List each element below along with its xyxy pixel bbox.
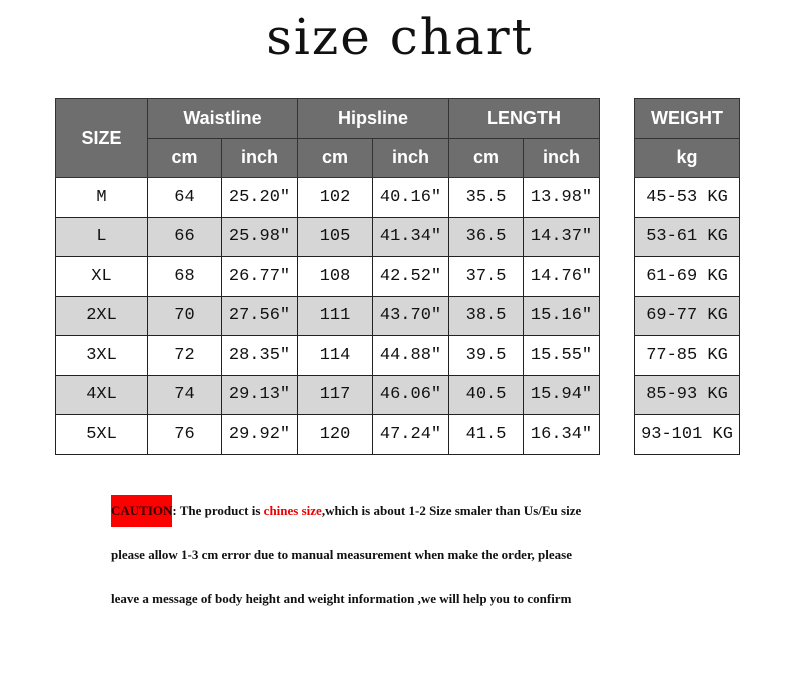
table-row: 53-61 KG	[634, 216, 740, 257]
value-cell: 43.70″	[372, 295, 450, 336]
header-cm: cm	[147, 137, 222, 178]
value-cell: 15.55″	[523, 335, 601, 376]
value-cell: 35.5	[448, 177, 525, 218]
header-weight: WEIGHT	[634, 98, 740, 139]
size-cell: XL	[55, 256, 148, 297]
value-cell: 72	[147, 335, 222, 376]
value-cell: 39.5	[448, 335, 525, 376]
page-title: size chart	[266, 8, 534, 66]
caution-line-1: CAUTION: The product is chines size,whic…	[111, 492, 701, 536]
value-cell: 105	[297, 216, 374, 257]
value-cell: 25.20″	[220, 177, 299, 218]
weight-cell: 53-61 KG	[634, 216, 740, 257]
caution-badge: CAUTION	[111, 495, 173, 527]
header-cm: cm	[297, 137, 374, 178]
table-row: 4XL 74 29.13″ 117 46.06″ 40.5 15.94″	[55, 374, 601, 415]
table-row: 5XL 76 29.92″ 120 47.24″ 41.5 16.34″	[55, 414, 601, 455]
table-row: 3XL 72 28.35″ 114 44.88″ 39.5 15.55″	[55, 335, 601, 376]
value-cell: 41.34″	[372, 216, 450, 257]
table-row: 2XL 70 27.56″ 111 43.70″ 38.5 15.16″	[55, 295, 601, 336]
header-cm: cm	[448, 137, 525, 178]
value-cell: 40.16″	[372, 177, 450, 218]
weight-cell: 61-69 KG	[634, 256, 740, 297]
value-cell: 74	[147, 374, 222, 415]
size-table: SIZE Waistline Hipsline LENGTH cm inch c…	[55, 98, 601, 455]
value-cell: 29.13″	[220, 374, 299, 415]
caution-text: : The product is	[172, 503, 264, 518]
value-cell: 42.52″	[372, 256, 450, 297]
value-cell: 46.06″	[372, 374, 450, 415]
header-inch: inch	[372, 137, 450, 178]
chinese-size-highlight: chines size	[263, 503, 322, 518]
table-row: L 66 25.98″ 105 41.34″ 36.5 14.37″	[55, 216, 601, 257]
value-cell: 40.5	[448, 374, 525, 415]
caution-line-2: please allow 1-3 cm error due to manual …	[111, 547, 572, 562]
table-row: 93-101 KG	[634, 414, 740, 455]
size-cell: M	[55, 177, 148, 218]
weight-cell: 85-93 KG	[634, 374, 740, 415]
value-cell: 15.16″	[523, 295, 601, 336]
weight-cell: 93-101 KG	[634, 414, 740, 455]
table-row: M 64 25.20″ 102 40.16″ 35.5 13.98″	[55, 177, 601, 218]
size-cell: 5XL	[55, 414, 148, 455]
value-cell: 64	[147, 177, 222, 218]
header-inch: inch	[220, 137, 299, 178]
value-cell: 76	[147, 414, 222, 455]
value-cell: 27.56″	[220, 295, 299, 336]
size-cell: 3XL	[55, 335, 148, 376]
value-cell: 114	[297, 335, 374, 376]
table-row: XL 68 26.77″ 108 42.52″ 37.5 14.76″	[55, 256, 601, 297]
value-cell: 13.98″	[523, 177, 601, 218]
value-cell: 25.98″	[220, 216, 299, 257]
table-row: 61-69 KG	[634, 256, 740, 297]
value-cell: 28.35″	[220, 335, 299, 376]
weight-cell: 45-53 KG	[634, 177, 740, 218]
value-cell: 14.37″	[523, 216, 601, 257]
value-cell: 47.24″	[372, 414, 450, 455]
value-cell: 36.5	[448, 216, 525, 257]
header-hipsline: Hipsline	[297, 98, 450, 139]
value-cell: 15.94″	[523, 374, 601, 415]
caution-line-3: leave a message of body height and weigh…	[111, 591, 572, 606]
caution-text: ,which is about 1-2 Size smaler than Us/…	[321, 503, 582, 518]
value-cell: 111	[297, 295, 374, 336]
header-waistline: Waistline	[146, 98, 299, 139]
table-row: 69-77 KG	[634, 295, 740, 336]
weight-table: WEIGHT kg 45-53 KG 53-61 KG 61-69 KG 69-77 …	[634, 98, 740, 455]
value-cell: 70	[147, 295, 222, 336]
value-cell: 26.77″	[220, 256, 299, 297]
header-length: LENGTH	[448, 98, 601, 139]
header-kg: kg	[634, 137, 740, 178]
value-cell: 16.34″	[523, 414, 601, 455]
value-cell: 37.5	[448, 256, 525, 297]
value-cell: 14.76″	[523, 256, 601, 297]
weight-cell: 69-77 KG	[634, 295, 740, 336]
value-cell: 117	[297, 374, 374, 415]
size-cell: 4XL	[55, 374, 148, 415]
header-size: SIZE	[55, 98, 148, 178]
value-cell: 102	[297, 177, 374, 218]
weight-cell: 77-85 KG	[634, 335, 740, 376]
value-cell: 44.88″	[372, 335, 450, 376]
value-cell: 41.5	[448, 414, 525, 455]
value-cell: 108	[297, 256, 374, 297]
caution-notice: CAUTION: The product is chines size,whic…	[111, 492, 701, 624]
size-cell: 2XL	[55, 295, 148, 336]
table-row: 77-85 KG	[634, 335, 740, 376]
table-row: 45-53 KG	[634, 177, 740, 218]
header-inch: inch	[523, 137, 601, 178]
table-row: 85-93 KG	[634, 374, 740, 415]
size-cell: L	[55, 216, 148, 257]
value-cell: 38.5	[448, 295, 525, 336]
value-cell: 66	[147, 216, 222, 257]
value-cell: 68	[147, 256, 222, 297]
value-cell: 120	[297, 414, 374, 455]
value-cell: 29.92″	[220, 414, 299, 455]
